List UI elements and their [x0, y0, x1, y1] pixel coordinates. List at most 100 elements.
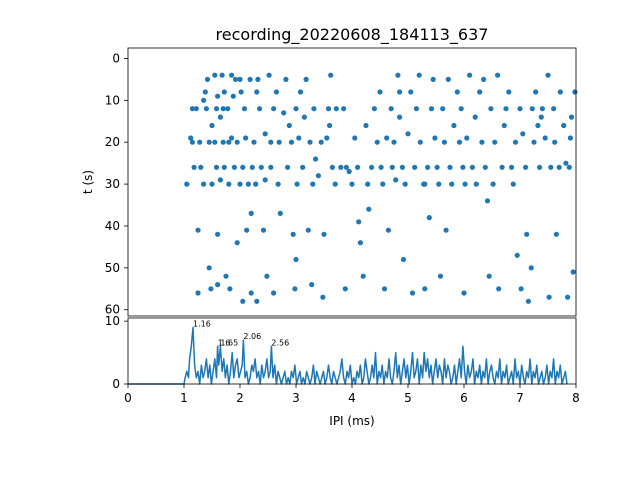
raster-point-117 [360, 273, 366, 279]
raster-point-153 [434, 164, 440, 170]
raster-point-120 [366, 206, 372, 212]
raster-point-123 [374, 139, 380, 145]
raster-point-7 [197, 139, 203, 145]
histogram-x-axis-label: IPI (ms) [329, 414, 374, 428]
raster-point-124 [377, 89, 383, 95]
raster-point-107 [338, 164, 344, 170]
raster-point-181 [490, 181, 496, 187]
raster-point-219 [566, 164, 572, 170]
raster-point-109 [342, 286, 348, 292]
raster-point-100 [321, 231, 327, 237]
histogram-y-tick-label: 0 [112, 377, 120, 391]
raster-point-222 [570, 269, 576, 275]
raster-point-89 [301, 114, 307, 120]
raster-point-36 [227, 286, 233, 292]
raster-scatter-points [184, 72, 578, 304]
raster-point-71 [271, 290, 277, 296]
raster-point-210 [548, 164, 554, 170]
raster-point-158 [443, 227, 449, 233]
raster-axes-frame [127, 47, 577, 317]
raster-point-3 [191, 164, 197, 170]
raster-point-38 [229, 135, 235, 141]
raster-point-141 [409, 290, 416, 296]
raster-point-68 [268, 139, 274, 145]
raster-point-228 [397, 89, 403, 95]
raster-point-157 [441, 139, 447, 145]
raster-point-200 [529, 106, 535, 112]
raster-point-204 [537, 164, 543, 170]
raster-point-75 [277, 210, 283, 216]
raster-point-115 [356, 219, 362, 225]
raster-point-114 [355, 164, 361, 170]
raster-point-41 [232, 76, 239, 82]
raster-point-119 [365, 181, 371, 187]
raster-point-198 [525, 298, 532, 304]
raster-point-48 [240, 298, 246, 304]
raster-point-56 [249, 164, 255, 170]
raster-point-87 [297, 89, 304, 95]
raster-point-133 [393, 177, 399, 183]
raster-point-201 [531, 139, 537, 145]
peak-annotation: 2.06 [243, 332, 261, 341]
raster-point-16 [208, 286, 214, 292]
raster-point-116 [357, 240, 363, 246]
raster-point-192 [514, 252, 520, 258]
raster-y-tick-label: 40 [105, 219, 120, 233]
raster-point-40 [231, 164, 237, 170]
histogram-x-tick-label: 0 [124, 391, 132, 405]
raster-point-207 [542, 135, 548, 141]
raster-point-99 [320, 294, 326, 300]
raster-point-164 [456, 139, 463, 145]
raster-point-102 [325, 106, 332, 112]
raster-point-47 [240, 164, 246, 170]
raster-point-225 [220, 106, 226, 112]
raster-point-44 [237, 76, 243, 82]
raster-point-92 [307, 139, 313, 145]
raster-point-54 [248, 210, 254, 216]
raster-point-136 [399, 164, 405, 170]
histogram-y-tick-label: 10 [105, 314, 120, 328]
raster-point-162 [451, 122, 457, 129]
raster-point-215 [557, 89, 563, 95]
raster-point-113 [352, 135, 358, 141]
raster-point-187 [503, 106, 509, 112]
raster-point-177 [482, 164, 488, 170]
raster-point-46 [238, 89, 244, 95]
raster-point-2 [189, 106, 195, 112]
raster-y-tick-label: 10 [105, 93, 120, 107]
raster-point-79 [286, 122, 292, 129]
histogram-x-tick-label: 4 [348, 391, 356, 405]
raster-point-53 [247, 76, 253, 82]
raster-point-212 [552, 139, 558, 145]
ipi-peak-annotations: 1.16 1.61.65 2.06 2.56 [193, 319, 289, 347]
raster-point-152 [432, 135, 438, 141]
raster-point-128 [384, 135, 390, 141]
peak-annotation: 1.65 [220, 338, 238, 347]
raster-point-142 [412, 164, 418, 170]
raster-point-179 [486, 273, 492, 279]
raster-point-65 [262, 177, 268, 183]
raster-point-151 [430, 76, 436, 82]
raster-point-185 [499, 164, 505, 170]
raster-point-18 [209, 181, 215, 187]
raster-point-148 [425, 164, 431, 170]
raster-point-13 [204, 76, 211, 82]
raster-point-167 [461, 290, 467, 296]
raster-point-180 [488, 106, 494, 112]
raster-point-126 [380, 181, 386, 187]
raster-point-139 [405, 131, 411, 137]
raster-point-67 [266, 72, 272, 78]
raster-point-202 [533, 89, 539, 95]
raster-point-55 [248, 290, 254, 296]
raster-point-42 [234, 139, 240, 145]
raster-point-95 [311, 106, 317, 112]
raster-point-24 [215, 231, 221, 237]
raster-point-32 [223, 273, 229, 279]
raster-point-196 [523, 164, 529, 170]
raster-point-106 [333, 106, 339, 112]
raster-point-78 [285, 164, 291, 170]
raster-point-96 [313, 156, 319, 162]
raster-point-72 [273, 89, 279, 95]
raster-point-97 [315, 173, 321, 179]
raster-point-6 [195, 227, 201, 233]
